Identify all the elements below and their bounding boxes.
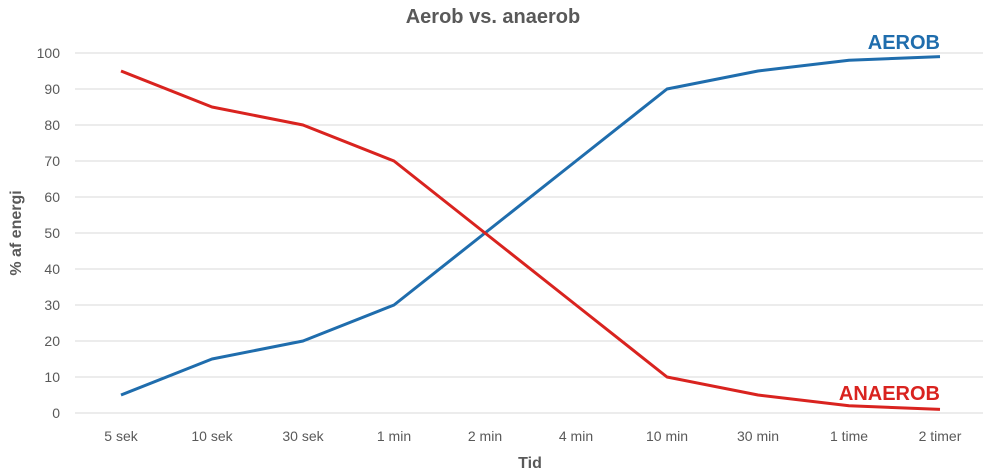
y-tick-label: 60 — [44, 189, 60, 205]
y-tick-label: 30 — [44, 297, 60, 313]
series-label-anaerob: ANAEROB — [839, 383, 940, 405]
x-tick-label: 10 min — [646, 428, 688, 444]
y-tick-label: 50 — [44, 225, 60, 241]
x-tick-label: 1 min — [377, 428, 411, 444]
x-tick-label: 4 min — [559, 428, 593, 444]
series-label-aerob: AEROB — [868, 32, 940, 54]
y-tick-label: 70 — [44, 153, 60, 169]
y-tick-label: 100 — [37, 45, 61, 61]
series-line-anaerob — [120, 69, 941, 411]
y-tick-label: 90 — [44, 81, 60, 97]
y-tick-label: 10 — [44, 369, 60, 385]
y-tick-label: 80 — [44, 117, 60, 133]
x-tick-label: 5 sek — [104, 428, 138, 444]
series-line-aerob — [120, 55, 941, 397]
y-tick-label: 0 — [52, 405, 60, 421]
y-tick-label: 40 — [44, 261, 60, 277]
x-tick-label: 30 min — [737, 428, 779, 444]
x-tick-label: 30 sek — [282, 428, 324, 444]
chart-title: Aerob vs. anaerob — [406, 6, 581, 28]
x-tick-label: 2 timer — [919, 428, 962, 444]
x-tick-label: 10 sek — [191, 428, 233, 444]
x-tick-label: 2 min — [468, 428, 502, 444]
x-tick-label: 1 time — [830, 428, 868, 444]
y-tick-label: 20 — [44, 333, 60, 349]
x-axis-label: Tid — [518, 455, 542, 471]
y-axis-label: % af energi — [8, 190, 25, 275]
